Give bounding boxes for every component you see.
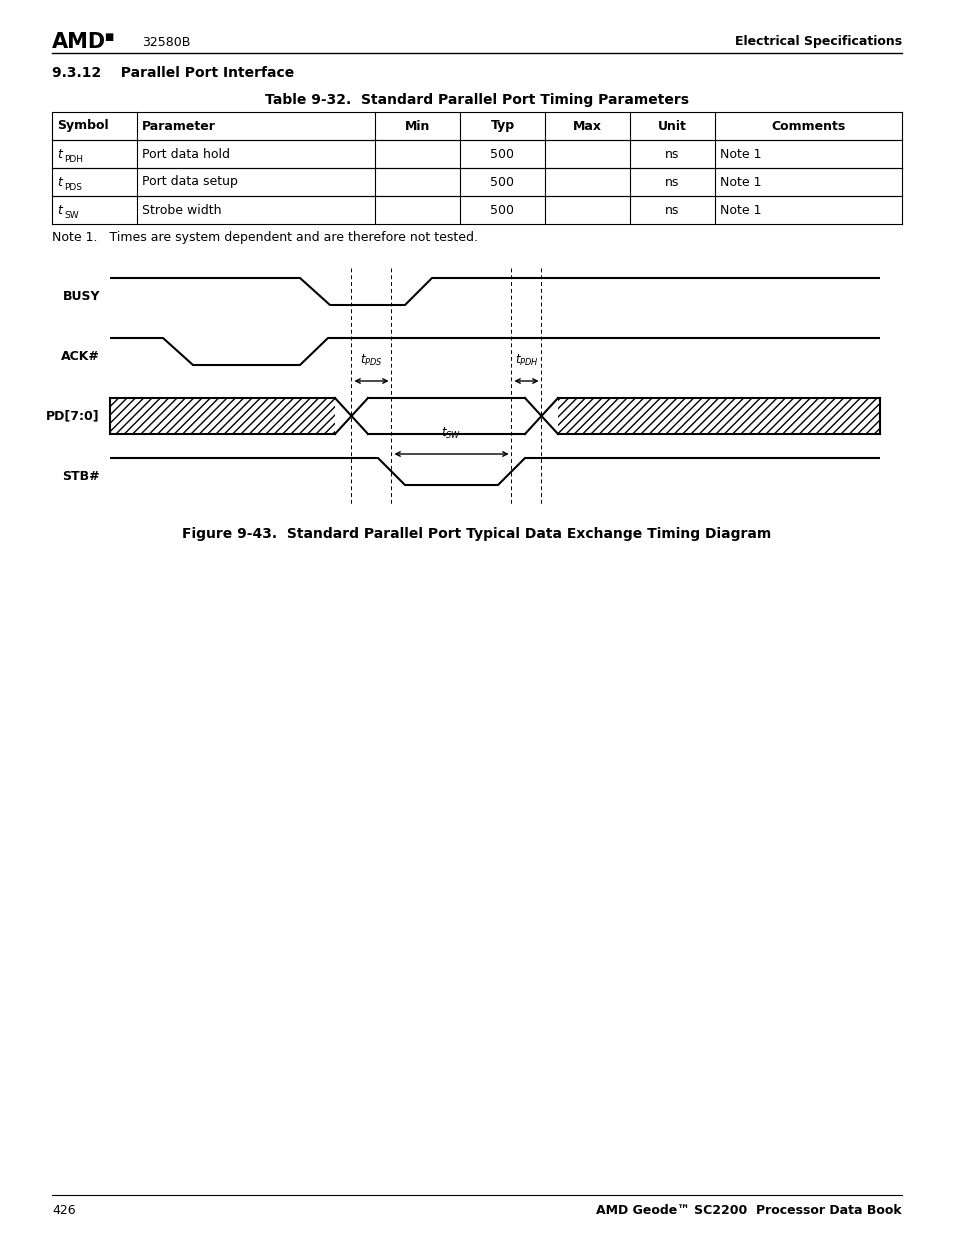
Text: STB#: STB# [62,469,100,483]
Text: Note 1: Note 1 [720,175,760,189]
Text: PD[7:0]: PD[7:0] [47,410,100,422]
Text: Symbol: Symbol [57,120,109,132]
Text: ■: ■ [104,32,113,42]
Bar [368,398,524,433]
Text: t: t [57,204,62,216]
Text: Comments: Comments [771,120,844,132]
Text: Note 1: Note 1 [720,204,760,216]
Text: Strobe width: Strobe width [142,204,221,216]
Text: 426: 426 [52,1204,75,1218]
Text: Max: Max [573,120,601,132]
Text: AMD: AMD [52,32,106,52]
Text: PDH: PDH [64,154,83,163]
Text: t: t [57,147,62,161]
Text: Parameter: Parameter [142,120,215,132]
Text: $t_{PDS}$: $t_{PDS}$ [359,353,382,368]
Text: $t_{SW}$: $t_{SW}$ [441,426,461,441]
Text: 500: 500 [490,204,514,216]
Text: Port data setup: Port data setup [142,175,237,189]
Text: Note 1: Note 1 [720,147,760,161]
Text: SW: SW [64,210,78,220]
Text: Figure 9-43.  Standard Parallel Port Typical Data Exchange Timing Diagram: Figure 9-43. Standard Parallel Port Typi… [182,527,771,541]
Text: 500: 500 [490,175,514,189]
Text: 9.3.12    Parallel Port Interface: 9.3.12 Parallel Port Interface [52,65,294,80]
Text: Port data hold: Port data hold [142,147,230,161]
Text: t: t [57,175,62,189]
Text: BUSY: BUSY [63,289,100,303]
Text: Unit: Unit [658,120,686,132]
Bar [558,398,879,433]
Text: ns: ns [664,147,679,161]
Text: ns: ns [664,175,679,189]
Text: Table 9-32.  Standard Parallel Port Timing Parameters: Table 9-32. Standard Parallel Port Timin… [265,93,688,107]
Text: 500: 500 [490,147,514,161]
Text: PDS: PDS [64,183,82,191]
Text: Typ: Typ [490,120,514,132]
Text: ACK#: ACK# [61,350,100,363]
Bar [110,398,335,433]
Text: AMD Geode™ SC2200  Processor Data Book: AMD Geode™ SC2200 Processor Data Book [596,1204,901,1218]
Text: 32580B: 32580B [142,36,191,48]
Text: Min: Min [404,120,430,132]
Text: Electrical Specifications: Electrical Specifications [734,36,901,48]
Text: Note 1.   Times are system dependent and are therefore not tested.: Note 1. Times are system dependent and a… [52,231,477,245]
Text: ns: ns [664,204,679,216]
Text: $t_{PDH}$: $t_{PDH}$ [514,353,537,368]
